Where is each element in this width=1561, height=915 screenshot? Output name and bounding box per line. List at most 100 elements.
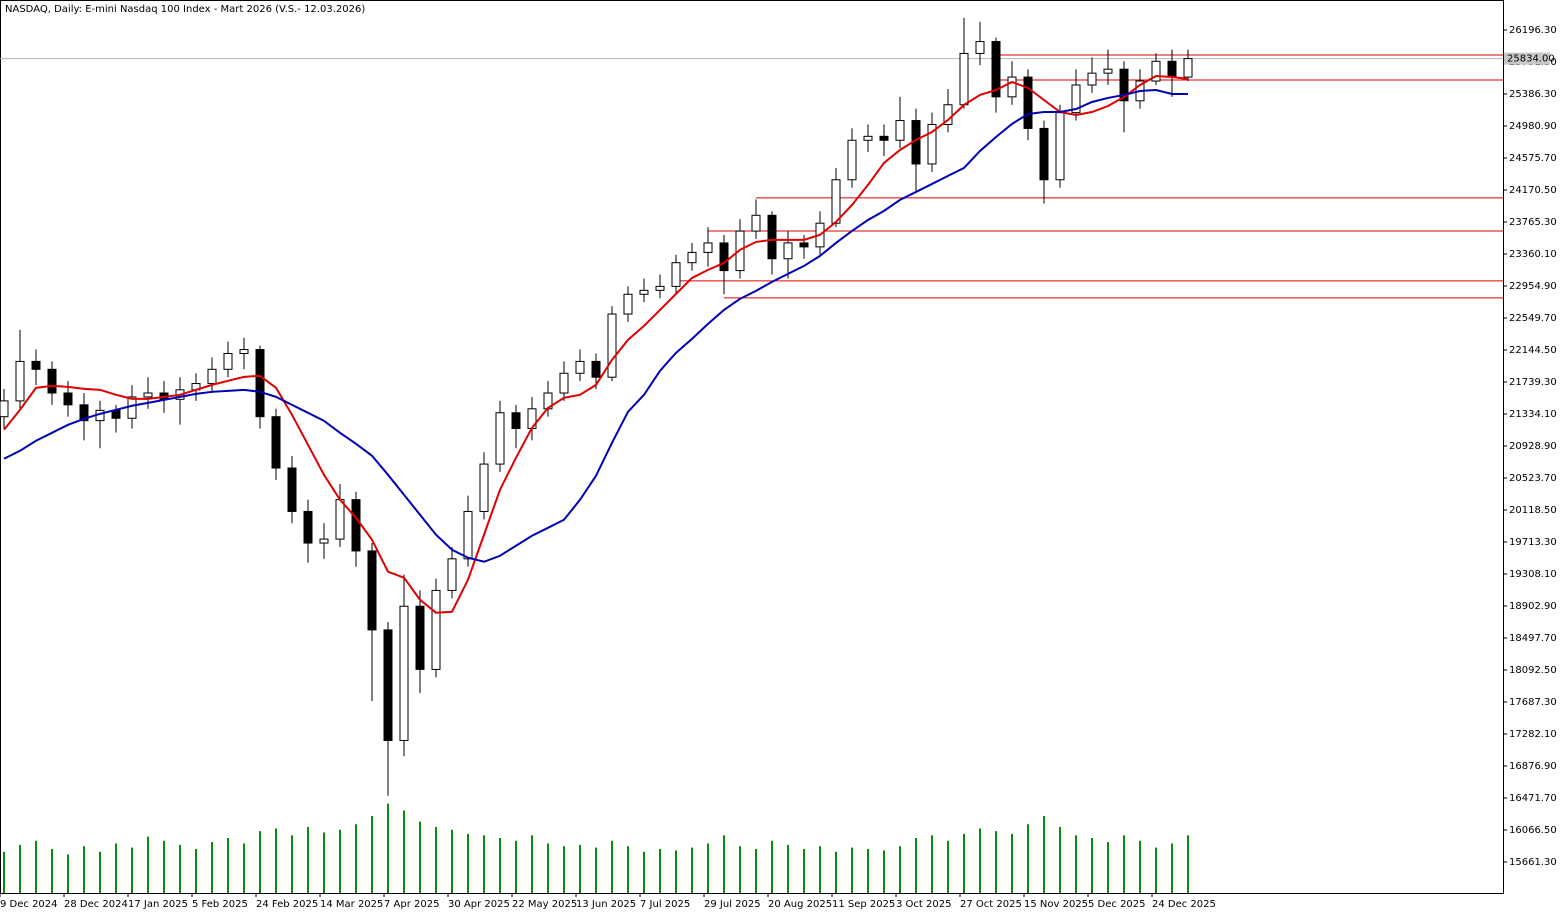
candle-body — [63, 392, 73, 406]
candle-body — [799, 242, 809, 248]
x-tick-label: 17 Jan 2025 — [128, 899, 188, 910]
candle-body — [607, 313, 617, 378]
candle-body — [1167, 60, 1177, 78]
x-tick-label: 20 Aug 2025 — [768, 899, 832, 910]
candle-body — [431, 589, 441, 670]
candle-body — [975, 41, 985, 54]
moving-average — [3, 74, 1189, 614]
y-tick-label: 23360.10 — [1509, 249, 1557, 260]
candle-body — [991, 41, 1001, 98]
y-tick-label: 19713.30 — [1509, 537, 1557, 548]
x-tick-label: 13 Jun 2025 — [576, 899, 636, 910]
y-tick-label: 21739.30 — [1509, 377, 1557, 388]
candle-body — [287, 467, 297, 512]
candle-body — [463, 510, 473, 560]
candle-body — [1071, 84, 1081, 114]
candle-body — [831, 179, 841, 224]
y-tick-label: 17282.10 — [1509, 729, 1557, 740]
candle-body — [1007, 76, 1017, 98]
candle-body — [719, 242, 729, 272]
candle-body — [783, 242, 793, 260]
candle-body — [0, 400, 9, 418]
x-tick-label: 7 Apr 2025 — [384, 899, 439, 910]
candle-body — [383, 629, 393, 741]
candle-body — [1039, 127, 1049, 181]
x-tick-label: 27 Oct 2025 — [960, 899, 1022, 910]
candle-body — [111, 409, 121, 419]
y-tick-label: 18092.50 — [1509, 665, 1557, 676]
candle-body — [767, 214, 777, 260]
y-tick-label: 25386.30 — [1509, 89, 1557, 100]
candle-body — [943, 104, 953, 125]
y-tick-label: 16471.70 — [1509, 793, 1557, 804]
y-tick-label: 24980.90 — [1509, 121, 1557, 132]
candle-body — [367, 550, 377, 631]
candle-body — [1023, 76, 1033, 129]
moving-average — [3, 88, 1188, 563]
candle-body — [127, 396, 137, 419]
candle-body — [447, 558, 457, 591]
x-tick-label: 14 Mar 2025 — [320, 899, 383, 910]
y-tick-label: 19308.10 — [1509, 569, 1557, 580]
candle-body — [591, 360, 601, 378]
candle-body — [751, 214, 761, 232]
candle-body — [255, 349, 265, 418]
candle-body — [207, 368, 217, 385]
x-tick-label: 7 Jul 2025 — [640, 899, 690, 910]
x-tick-label: 22 May 2025 — [512, 899, 577, 910]
candle-body — [623, 293, 633, 315]
candle-body — [703, 242, 713, 253]
candle-body — [399, 605, 409, 741]
candle-body — [1119, 68, 1129, 102]
y-tick-label: 22954.90 — [1509, 281, 1557, 292]
last-price-tag — [1504, 52, 1550, 65]
candle-body — [863, 135, 873, 141]
x-tick-label: 5 Dec 2025 — [1088, 899, 1146, 910]
candle-body — [31, 360, 41, 370]
candle-body — [1103, 68, 1113, 74]
x-tick-label: 29 Jul 2025 — [704, 899, 761, 910]
y-tick-label: 20928.90 — [1509, 441, 1557, 452]
candle-body — [1055, 112, 1065, 181]
candle-body — [575, 360, 585, 374]
y-tick-label: 24575.70 — [1509, 153, 1557, 164]
candle-body — [335, 499, 345, 540]
candle-body — [239, 349, 249, 355]
x-tick-label: 3 Oct 2025 — [896, 899, 951, 910]
x-tick-label: 24 Feb 2025 — [256, 899, 318, 910]
candle-body — [879, 135, 889, 141]
y-tick-label: 18497.70 — [1509, 633, 1557, 644]
candle-body — [271, 416, 281, 469]
candle-body — [639, 289, 649, 295]
x-tick-label: 11 Sep 2025 — [832, 899, 895, 910]
y-tick-label: 20118.50 — [1509, 505, 1557, 516]
candle-body — [559, 372, 569, 394]
y-tick-label: 16876.90 — [1509, 761, 1557, 772]
x-tick-label: 30 Apr 2025 — [448, 899, 510, 910]
x-tick-label: 9 Dec 2024 — [0, 899, 58, 910]
candle-body — [223, 353, 233, 370]
candle-body — [495, 412, 505, 465]
candle-body — [319, 538, 329, 544]
y-tick-label: 16066.50 — [1509, 825, 1557, 836]
candle-body — [927, 123, 937, 165]
candle-body — [655, 285, 665, 291]
x-tick-label: 28 Dec 2024 — [64, 899, 128, 910]
candle-body — [1183, 58, 1193, 78]
x-tick-label: 15 Nov 2025 — [1024, 899, 1088, 910]
y-tick-label: 17687.30 — [1509, 697, 1557, 708]
y-tick-label: 15661.30 — [1509, 857, 1557, 868]
candle-body — [847, 139, 857, 181]
candle-body — [959, 52, 969, 106]
candle-body — [511, 412, 521, 430]
candle-body — [143, 392, 153, 398]
x-tick-label: 24 Dec 2025 — [1152, 899, 1216, 910]
y-tick-label: 22144.50 — [1509, 345, 1557, 356]
candle-body — [687, 251, 697, 264]
y-tick-label: 20523.70 — [1509, 473, 1557, 484]
candle-body — [351, 499, 361, 552]
candle-body — [479, 463, 489, 512]
candle-body — [1087, 72, 1097, 86]
candle-body — [15, 360, 25, 402]
